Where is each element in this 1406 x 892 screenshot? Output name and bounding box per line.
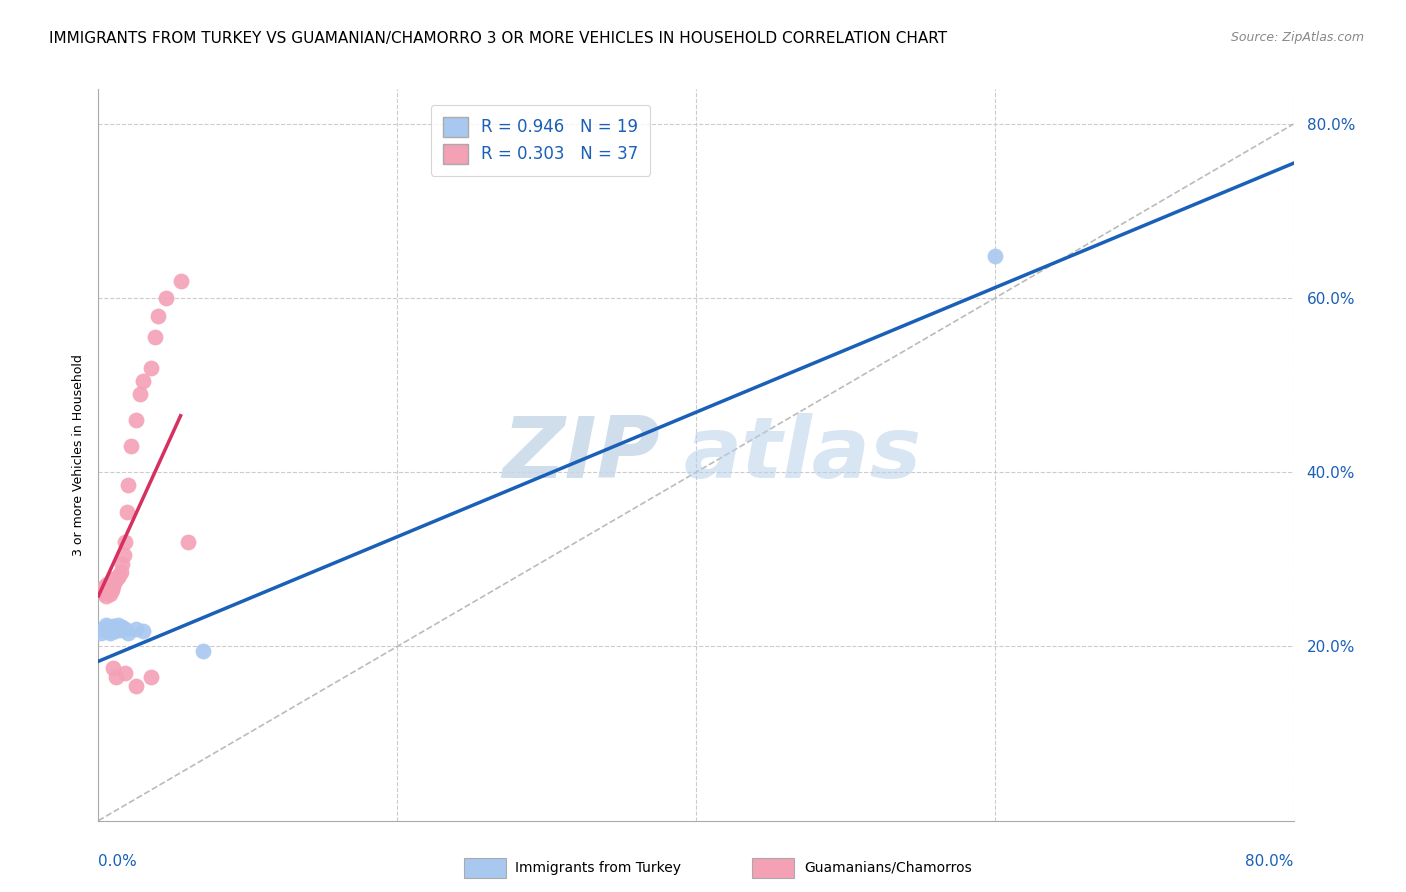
Text: Source: ZipAtlas.com: Source: ZipAtlas.com	[1230, 31, 1364, 45]
Text: ZIP: ZIP	[502, 413, 661, 497]
Point	[155, 291, 177, 305]
Point	[103, 661, 125, 675]
Point	[94, 578, 117, 592]
Point	[98, 587, 122, 601]
Point	[139, 670, 162, 684]
Point	[107, 617, 129, 632]
Point	[148, 309, 170, 323]
Point	[105, 670, 128, 684]
Point	[101, 622, 124, 636]
Point	[101, 582, 124, 597]
Point	[114, 535, 136, 549]
Point	[107, 570, 129, 584]
Point	[117, 478, 139, 492]
Point	[98, 580, 122, 594]
Point	[111, 620, 134, 634]
Point	[97, 624, 120, 638]
Point	[105, 621, 128, 635]
Point	[96, 576, 118, 591]
Y-axis label: 3 or more Vehicles in Household: 3 or more Vehicles in Household	[72, 354, 84, 556]
Point	[129, 387, 152, 401]
Point	[191, 644, 214, 658]
Point	[96, 620, 118, 634]
Point	[111, 557, 134, 571]
Point	[114, 622, 136, 636]
Point	[91, 585, 114, 599]
Point	[125, 622, 148, 636]
Point	[103, 578, 125, 592]
Point	[115, 504, 138, 518]
Point	[91, 622, 114, 636]
Point	[110, 623, 132, 637]
Point	[117, 626, 139, 640]
Text: IMMIGRANTS FROM TURKEY VS GUAMANIAN/CHAMORRO 3 OR MORE VEHICLES IN HOUSEHOLD COR: IMMIGRANTS FROM TURKEY VS GUAMANIAN/CHAM…	[49, 31, 948, 46]
Point	[177, 535, 200, 549]
Point	[94, 617, 117, 632]
Point	[125, 679, 148, 693]
Point	[104, 624, 127, 638]
Point	[104, 574, 127, 589]
Point	[984, 249, 1007, 263]
Point	[143, 330, 166, 344]
Point	[169, 274, 191, 288]
Point	[110, 566, 132, 580]
Text: Immigrants from Turkey: Immigrants from Turkey	[515, 861, 681, 875]
Text: atlas: atlas	[685, 413, 922, 497]
Point	[93, 580, 115, 594]
Point	[114, 665, 136, 680]
Point	[105, 572, 128, 586]
Point	[90, 582, 112, 597]
Point	[125, 413, 148, 427]
Text: Guamanians/Chamorros: Guamanians/Chamorros	[804, 861, 972, 875]
Point	[139, 360, 162, 375]
Point	[90, 626, 112, 640]
Point	[108, 568, 131, 582]
Point	[94, 589, 117, 603]
Point	[97, 582, 120, 597]
Point	[120, 439, 142, 453]
Point	[132, 624, 155, 638]
Point	[103, 619, 125, 633]
Point	[112, 548, 135, 562]
Point	[132, 374, 155, 388]
Text: 0.0%: 0.0%	[98, 854, 138, 869]
Text: 80.0%: 80.0%	[1246, 854, 1294, 869]
Legend: R = 0.946   N = 19, R = 0.303   N = 37: R = 0.946 N = 19, R = 0.303 N = 37	[432, 105, 650, 176]
Point	[98, 625, 122, 640]
Point	[103, 572, 125, 586]
